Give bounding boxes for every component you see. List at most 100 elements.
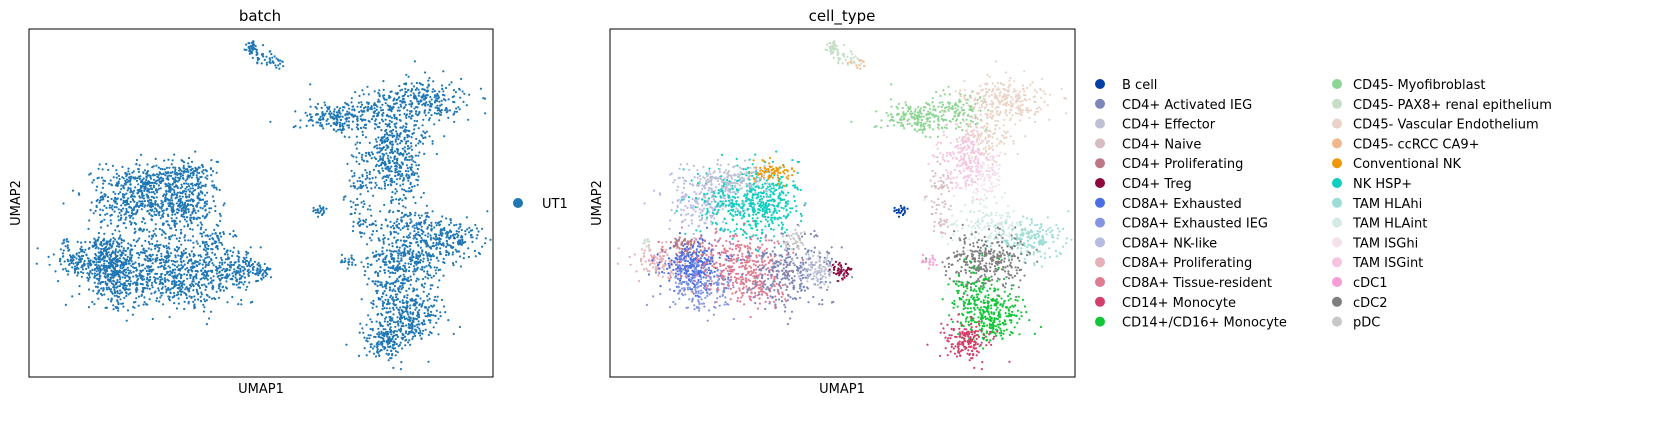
batch-point [414,317,417,320]
batch-point [176,291,179,294]
batch-point [212,275,215,278]
batch-point [187,302,190,305]
batch-point [366,283,369,286]
batch-point [362,126,365,129]
batch-point [167,190,170,193]
batch-point [84,248,87,251]
batch-point [389,134,392,137]
batch-point [168,235,171,239]
batch-point [377,170,380,173]
batch-point [400,254,403,257]
batch-point [381,103,384,106]
batch-point [355,147,358,150]
batch-point [275,66,278,69]
batch-point [187,170,190,173]
batch-point [206,191,209,194]
batch-point [137,170,140,173]
batch-point [200,269,203,272]
batch-point [436,237,439,240]
batch-point [145,269,148,273]
batch-point [380,139,384,143]
batch-point [397,254,400,257]
batch-point [218,212,221,215]
batch-point [100,191,103,194]
batch-point [430,228,433,231]
batch-point [266,266,269,269]
batch-point [361,180,364,183]
batch-point [454,248,457,251]
batch-point [121,176,124,179]
batch-point [184,251,187,254]
batch-point [75,267,78,270]
batch-point [375,144,379,147]
batch-point [271,56,274,59]
batch-point [388,319,391,322]
batch-point [183,239,187,242]
batch-point [387,115,390,118]
batch-point [118,242,121,245]
batch-point [193,298,197,301]
batch-point [72,262,75,265]
batch-point [390,282,393,285]
batch-point [148,287,151,290]
batch-point [250,50,254,53]
batch-point [189,216,192,219]
batch-point [146,204,149,207]
batch-point [435,299,438,302]
batch-point [372,230,375,233]
batch-point [361,186,364,189]
batch-point [128,206,131,209]
batch-point [360,156,363,159]
batch-point [85,253,88,256]
batch-point [154,227,157,230]
batch-point [393,150,396,153]
batch-point [189,273,192,276]
batch-point [429,109,432,112]
batch-point [393,260,396,263]
batch-point [375,184,378,187]
batch-point [427,259,430,262]
batch-point [233,270,236,273]
batch-point [187,239,190,242]
batch-point [424,102,427,105]
batch-point [125,192,128,195]
batch-point [415,98,418,101]
batch-point [309,113,312,116]
batch-point [382,238,385,241]
batch-point [425,204,428,207]
batch-point [407,234,410,237]
batch-point [397,249,400,252]
batch-point [327,122,330,125]
batch-point [176,265,179,269]
batch-point [151,234,155,237]
batch-point [420,83,423,86]
batch-point [405,268,408,271]
batch-point [167,185,170,188]
batch-point [428,306,431,309]
batch-point [139,203,142,206]
batch-point [240,277,243,280]
batch-point [81,265,84,268]
batch-point [355,156,358,159]
batch-point [428,100,431,103]
batch-point [399,291,402,294]
batch-point [405,174,408,177]
batch-point [367,314,370,317]
batch-point [440,108,443,112]
batch-point [174,166,177,169]
batch-point [187,188,190,191]
batch-point [97,247,100,250]
batch-point [398,246,401,249]
batch-point [415,288,419,291]
batch-point [121,283,124,286]
batch-point [122,186,125,189]
batch-point [211,170,215,173]
batch-point [389,115,392,118]
batch-point [376,345,379,348]
batch-point [454,233,457,236]
batch-point [433,96,436,99]
batch-point [384,332,387,336]
batch-point [214,265,218,268]
batch-point [226,249,229,252]
batch-point [142,177,145,180]
